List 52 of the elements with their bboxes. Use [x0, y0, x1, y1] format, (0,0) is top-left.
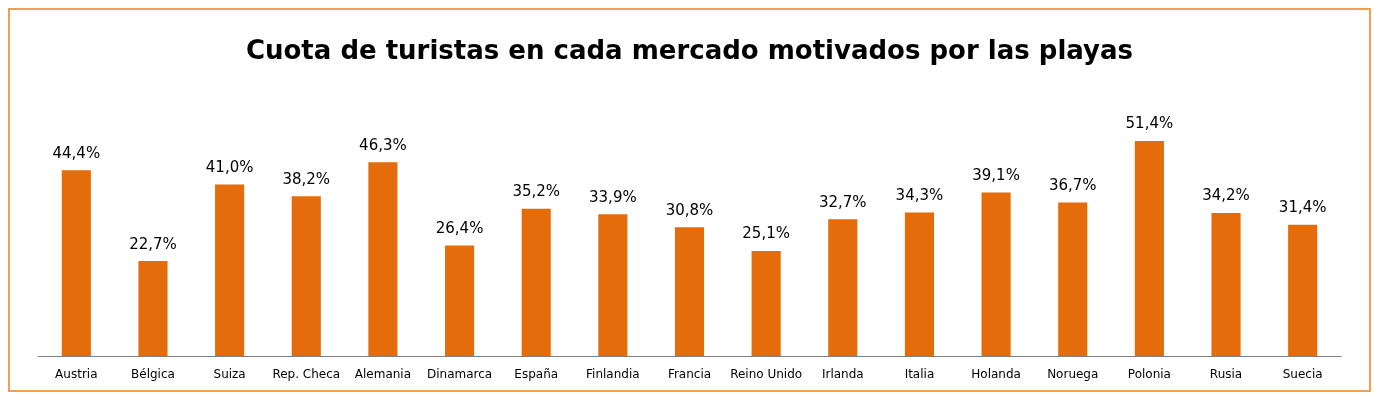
bar [521, 208, 551, 356]
bar [61, 170, 91, 356]
data-label: 33,9% [589, 187, 637, 206]
data-label: 39,1% [972, 165, 1020, 184]
x-tick-label: Rep. Checa [272, 367, 341, 381]
data-label: 44,4% [52, 143, 101, 162]
data-label: 22,7% [129, 234, 177, 253]
x-tick-label: Suiza [213, 367, 246, 381]
x-tick-label: Holanda [971, 367, 1021, 381]
data-label: 26,4% [435, 219, 484, 238]
data-label: 38,2% [282, 169, 331, 188]
bar [674, 227, 705, 356]
x-tick-label: Polonia [1127, 367, 1171, 381]
x-tick-label: España [514, 367, 559, 381]
x-tick-label: Italia [904, 367, 935, 381]
data-label: 34,2% [1202, 186, 1250, 205]
bar [981, 192, 1011, 356]
data-label: 31,4% [1278, 198, 1327, 217]
x-tick-label: Alemania [354, 367, 412, 381]
bar [215, 184, 245, 356]
data-label: 25,1% [742, 224, 790, 243]
bar [1211, 212, 1241, 356]
bar [1288, 224, 1318, 356]
bar [138, 261, 168, 356]
data-label: 34,3% [895, 186, 944, 205]
bar [751, 251, 781, 356]
x-tick-label: Noruega [1047, 367, 1099, 381]
data-label: 30,8% [665, 200, 714, 219]
data-label: 35,2% [512, 182, 561, 201]
bar [598, 214, 628, 356]
x-tick-label: Finlandia [586, 367, 640, 381]
x-tick-label: Reino Unido [730, 367, 803, 381]
bar [1134, 140, 1164, 356]
data-label: 36,7% [1048, 175, 1097, 194]
data-label: 41,0% [205, 157, 254, 176]
x-tick-label: Rusia [1209, 367, 1243, 381]
x-tick-label: Francia [667, 367, 712, 381]
bar [445, 245, 475, 356]
x-tick-label: Suecia [1282, 367, 1323, 381]
bar [291, 196, 321, 356]
chart-title: Cuota de turistas en cada mercado motivados por las playas [245, 35, 1134, 65]
bar [828, 219, 858, 356]
x-tick-label: Bélgica [131, 367, 175, 381]
x-tick-label: Irlanda [821, 367, 864, 381]
data-label: 51,4% [1125, 114, 1174, 133]
data-label: 46,3% [359, 135, 407, 154]
bar [904, 212, 934, 356]
bar [368, 162, 398, 356]
bar [1058, 202, 1088, 356]
x-tick-label: Dinamarca [426, 367, 493, 381]
x-tick-label: Austria [55, 367, 98, 381]
data-label: 32,7% [818, 192, 867, 211]
